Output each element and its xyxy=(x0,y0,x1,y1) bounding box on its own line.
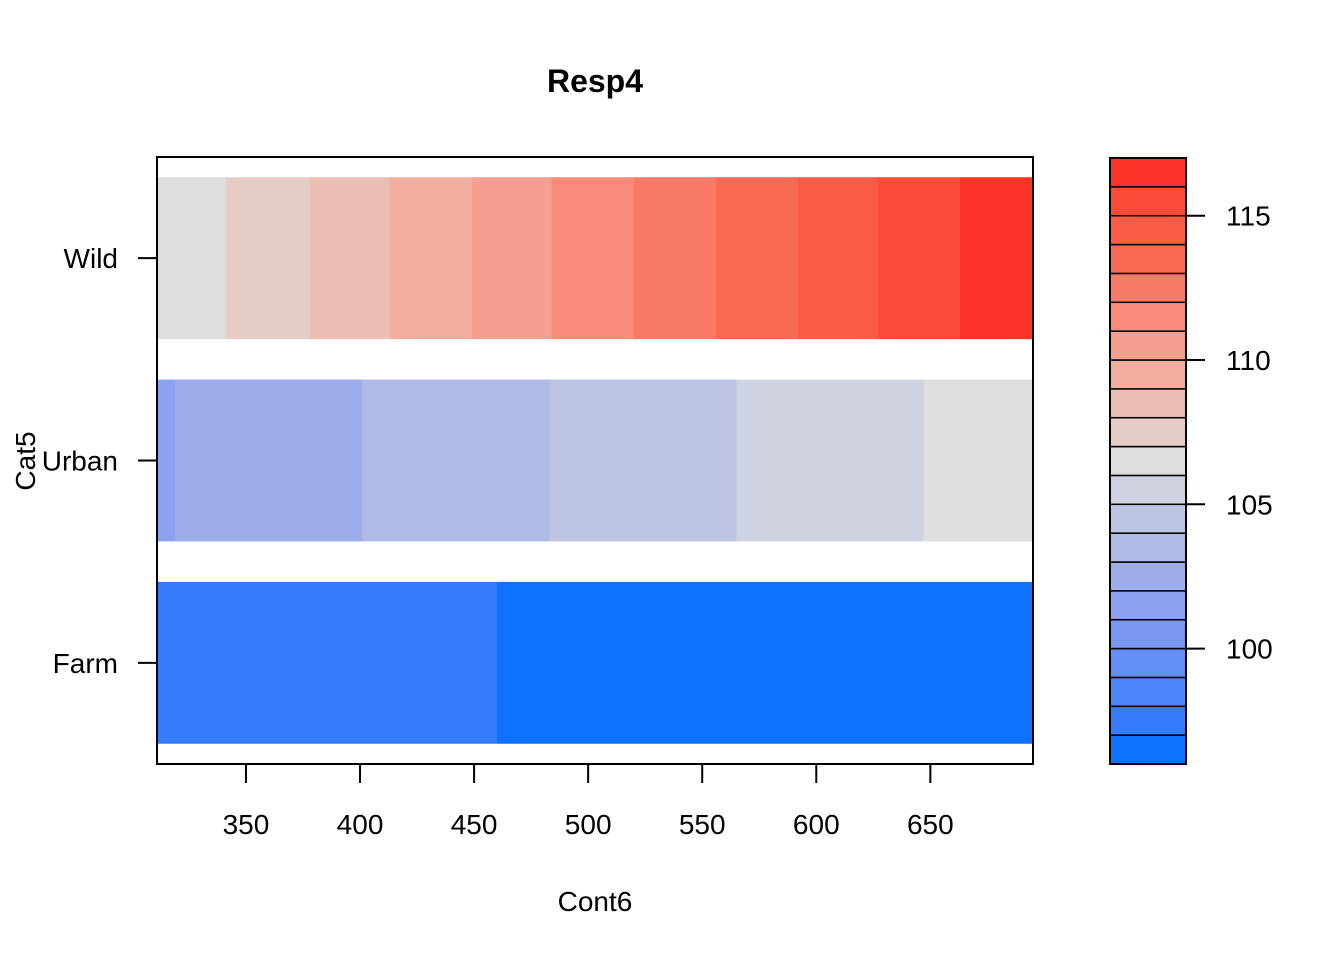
colorkey-swatch xyxy=(1109,561,1187,592)
x-axis-label: Cont6 xyxy=(558,886,633,917)
colorkey-swatch xyxy=(1109,214,1187,246)
colorkey-tick-label: 110 xyxy=(1226,345,1271,376)
heatmap-cell-wild xyxy=(551,177,635,340)
heatmap-cell-wild xyxy=(225,177,311,340)
x-tick-label: 600 xyxy=(793,809,840,840)
heatmap-cell-farm xyxy=(157,581,498,744)
heatmap-cell-wild xyxy=(157,177,226,340)
x-tick-label: 350 xyxy=(223,809,270,840)
colorkey-tick-label: 115 xyxy=(1226,201,1271,232)
colorkey-swatch xyxy=(1109,676,1187,708)
y-tick-label: Wild xyxy=(64,243,118,274)
y-tick-label: Urban xyxy=(42,446,118,477)
heatmap-cell-farm xyxy=(496,581,1034,744)
colorkey-swatch xyxy=(1109,532,1187,563)
colorkey-swatch xyxy=(1109,330,1187,361)
colorkey-swatch xyxy=(1109,590,1187,621)
colorkey-swatch xyxy=(1109,474,1187,506)
heatmap-cell-wild xyxy=(960,177,1034,340)
heatmap-cell-wild xyxy=(633,177,717,340)
colorkey-swatch xyxy=(1109,359,1187,390)
colorkey-swatch xyxy=(1109,186,1187,217)
x-tick-label: 550 xyxy=(679,809,726,840)
colorkey-frame xyxy=(1109,157,1187,765)
heatmap-cell-wild xyxy=(715,177,799,340)
colorkey-tick-label: 100 xyxy=(1226,634,1273,665)
heatmap-cell-wild xyxy=(877,177,961,340)
colorkey-swatch xyxy=(1109,734,1187,765)
colorkey-swatch xyxy=(1109,705,1187,736)
heatmap-cell-wild xyxy=(309,177,391,340)
colorkey-swatch xyxy=(1109,445,1187,477)
heatmap-cell-wild xyxy=(389,177,473,340)
colorkey-swatch xyxy=(1109,647,1187,679)
colorkey-swatch xyxy=(1109,157,1187,188)
y-axis-label: Cat5 xyxy=(10,431,41,490)
heatmap-cell-urban xyxy=(923,379,1034,542)
x-tick-label: 450 xyxy=(451,809,498,840)
colorkey-swatch xyxy=(1109,503,1187,534)
x-tick-label: 650 xyxy=(907,809,954,840)
colorkey-swatch xyxy=(1109,272,1187,304)
heatmap-cell-urban xyxy=(157,379,176,542)
x-tick-label: 500 xyxy=(565,809,612,840)
colorkey-swatch xyxy=(1109,301,1187,332)
chart-title: Resp4 xyxy=(547,63,643,99)
heatmap-cell-urban xyxy=(362,379,550,542)
heatmap-cell-urban xyxy=(175,379,363,542)
heatmap-cell-urban xyxy=(549,379,737,542)
x-tick-label: 400 xyxy=(337,809,384,840)
colorkey-swatch xyxy=(1109,388,1187,419)
colorkey-swatch xyxy=(1109,618,1187,650)
colorkey-tick-label: 105 xyxy=(1226,489,1273,520)
heatmap-cell-wild xyxy=(471,177,553,340)
heatmap-cell-wild xyxy=(798,177,879,340)
y-tick-label: Farm xyxy=(53,648,118,679)
colorkey-swatch xyxy=(1109,243,1187,275)
colorkey-swatch xyxy=(1109,416,1187,448)
heatmap-cell-urban xyxy=(736,379,924,542)
